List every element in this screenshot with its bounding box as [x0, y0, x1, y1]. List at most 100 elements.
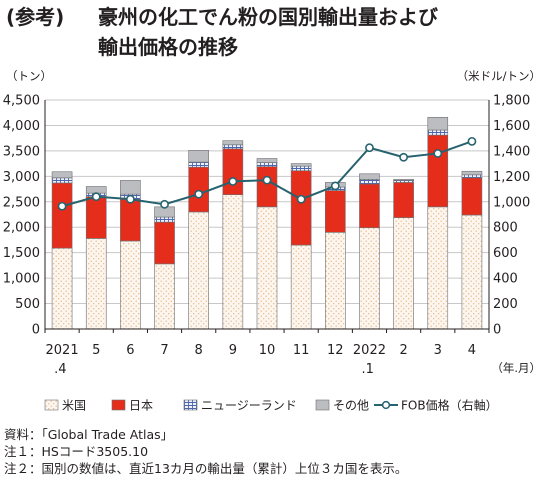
- right-tick-label: 1,800: [493, 94, 530, 109]
- bar-japan: [325, 190, 346, 233]
- note-2: 注２：国別の数値は、直近13カ月の輸出量（累計）上位３カ国を表示。: [4, 461, 408, 476]
- left-tick-label: 4,500: [3, 94, 40, 109]
- bar-japan: [359, 183, 380, 229]
- bar-japan: [188, 166, 209, 213]
- bar-new-zealand: [51, 177, 73, 184]
- bar-new-zealand: [188, 161, 209, 168]
- bar-other: [359, 173, 380, 180]
- bar-other: [120, 180, 141, 195]
- bar-japan: [393, 182, 414, 218]
- bar-usa: [325, 232, 346, 330]
- legend-japan-swatch: [111, 399, 126, 411]
- bar-other: [222, 140, 244, 146]
- bar-usa: [120, 240, 141, 330]
- bar-japan: [222, 148, 244, 195]
- left-tick-label: 3,500: [3, 144, 40, 159]
- bar-japan: [256, 166, 278, 208]
- x-tick-label: 7: [160, 343, 168, 358]
- bar-other: [85, 186, 107, 194]
- left-tick-label: 500: [15, 297, 40, 312]
- bar-usa: [359, 227, 380, 330]
- bar-japan: [461, 177, 483, 216]
- right-tick-label: 1,200: [493, 170, 530, 185]
- bar-other: [290, 163, 312, 167]
- right-tick-label: 800: [493, 221, 518, 236]
- right-axis-unit: （米ドル/トン）: [457, 69, 541, 83]
- bar-new-zealand: [359, 179, 380, 185]
- bar-new-zealand: [256, 162, 278, 167]
- bar-usa: [154, 263, 175, 330]
- fob-price-point: [467, 136, 477, 146]
- bar-new-zealand: [427, 129, 449, 136]
- x-tick-label: 6: [126, 343, 134, 358]
- bar-new-zealand: [461, 174, 483, 179]
- legend-other-label: その他: [333, 399, 369, 413]
- left-tick-label: 2,500: [3, 195, 40, 210]
- x-tick-label: 8: [195, 343, 203, 358]
- bar-other: [461, 170, 483, 176]
- legend-fob-label: FOB価格（右軸）: [401, 398, 498, 413]
- bar-usa: [393, 217, 414, 330]
- fob-price-point: [365, 143, 374, 153]
- title-prefix: (参考): [6, 5, 65, 29]
- x-tick-label: 10: [259, 343, 276, 358]
- fob-price-point: [296, 194, 306, 204]
- bar-usa: [256, 206, 278, 330]
- fob-price-point: [91, 192, 101, 202]
- x-tick-label: 2022: [353, 343, 386, 358]
- title-line-2: 輸出価格の推移: [98, 35, 238, 59]
- bar-other: [393, 179, 414, 181]
- left-axis-unit: （トン）: [6, 69, 52, 83]
- x-tick-label: 5: [92, 343, 100, 358]
- right-tick-label: 1,600: [493, 119, 530, 134]
- right-tick-label: 400: [493, 272, 518, 287]
- bar-new-zealand: [154, 216, 175, 223]
- x-tick-label: 4: [468, 343, 476, 358]
- fob-price-point: [433, 149, 443, 158]
- bar-usa: [188, 211, 209, 330]
- legend-new-zealand-label: ニュージーランド: [201, 399, 297, 413]
- bar-japan: [154, 221, 175, 265]
- bar-usa: [427, 206, 449, 330]
- bar-new-zealand: [222, 144, 244, 150]
- fob-price-point: [399, 152, 409, 162]
- legend-japan-label: 日本: [129, 399, 153, 413]
- legend-new-zealand-swatch: [183, 399, 198, 411]
- right-tick-label: 1,400: [493, 144, 530, 159]
- fob-price-point: [228, 177, 238, 186]
- right-tick-label: 200: [493, 297, 518, 312]
- bar-usa: [85, 238, 107, 330]
- left-tick-label: 3,000: [3, 170, 40, 185]
- x-tick-label: 9: [229, 343, 237, 358]
- bar-japan: [120, 198, 141, 242]
- x-tick-label: 2021: [46, 343, 79, 358]
- chart-notes: 資料：「Global Trade Atlas」 注１：HSコード3505.10 …: [4, 426, 407, 477]
- fob-price-point: [330, 181, 340, 191]
- left-tick-label: 4,000: [3, 119, 40, 134]
- left-tick-label: 1,500: [3, 246, 40, 261]
- bar-new-zealand: [393, 180, 414, 183]
- bar-other: [256, 158, 278, 163]
- note-1: 注１：HSコード3505.10: [4, 444, 149, 459]
- bar-other: [427, 117, 449, 131]
- x-tick-sublabel: .4: [54, 362, 66, 377]
- fob-price-point: [194, 189, 204, 199]
- x-tick-label: 2: [399, 343, 407, 358]
- legend-fob-marker: [381, 400, 391, 410]
- x-tick-label: 11: [293, 343, 310, 358]
- left-tick-label: 0: [32, 323, 40, 338]
- bar-usa: [51, 247, 73, 330]
- note-source: 資料：「Global Trade Atlas」: [4, 427, 174, 442]
- right-tick-label: 0: [493, 323, 501, 338]
- x-tick-label: 12: [327, 343, 344, 358]
- legend-other-swatch: [315, 399, 330, 411]
- right-tick-label: 600: [493, 246, 518, 261]
- bar-japan: [290, 170, 312, 246]
- x-tick-sublabel: .1: [361, 362, 373, 377]
- legend-usa-label: 米国: [62, 399, 86, 413]
- title-line-1: 豪州の化工でん粉の国別輸出量および: [98, 5, 438, 29]
- right-tick-label: 1,000: [493, 195, 530, 210]
- bar-other: [51, 171, 73, 179]
- legend-usa-swatch: [44, 399, 59, 411]
